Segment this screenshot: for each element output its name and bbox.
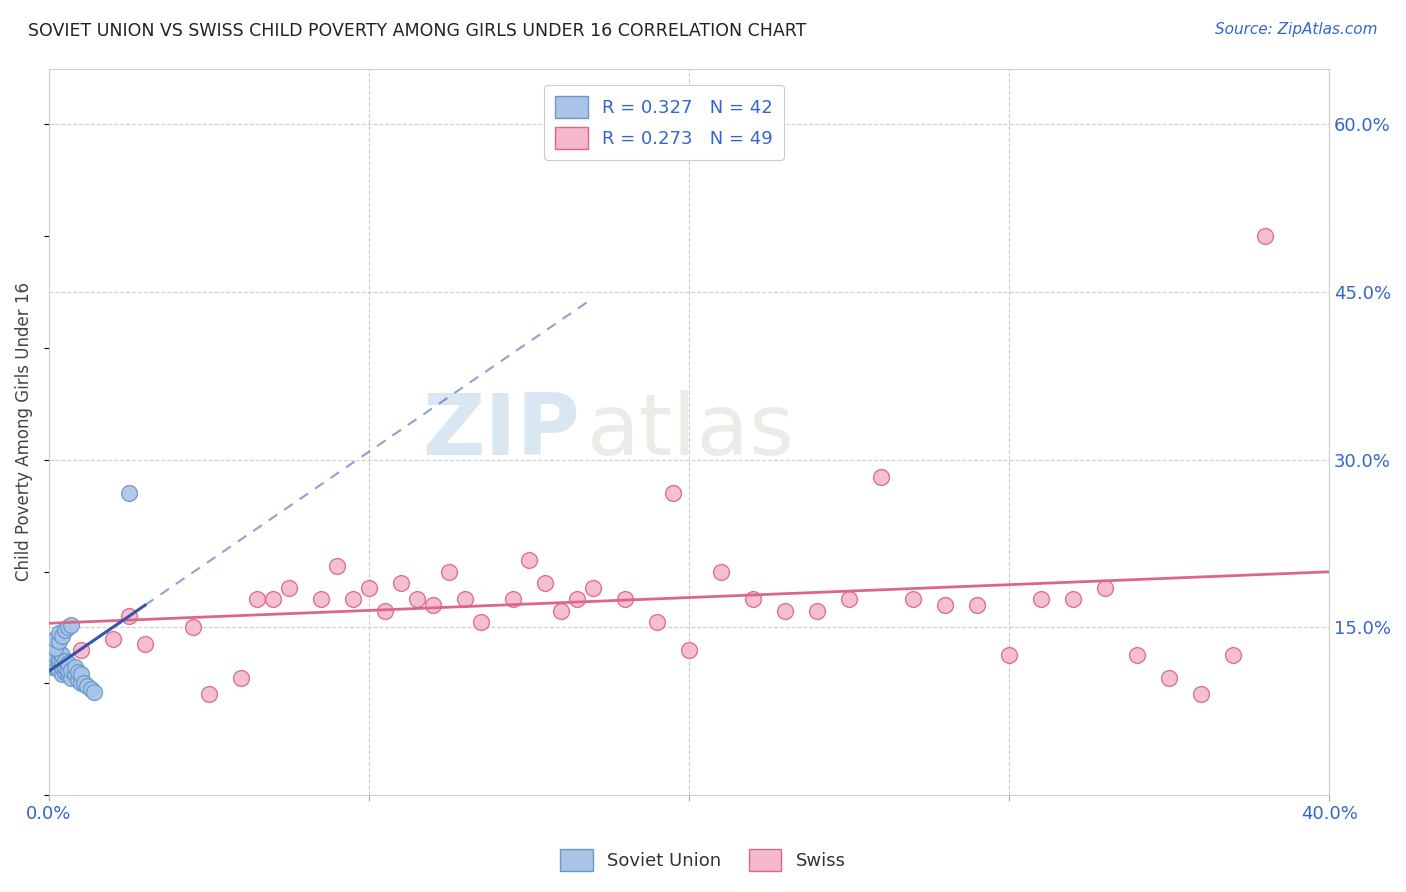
Point xyxy=(1094,582,1116,596)
Point xyxy=(48,663,70,677)
Point xyxy=(70,676,93,690)
Point xyxy=(678,642,700,657)
Point xyxy=(1157,671,1180,685)
Point xyxy=(470,615,492,629)
Point xyxy=(41,637,63,651)
Point xyxy=(48,626,70,640)
Point xyxy=(83,685,105,699)
Point xyxy=(998,648,1021,663)
Point xyxy=(56,667,79,681)
Point xyxy=(662,486,685,500)
Point xyxy=(517,553,540,567)
Point xyxy=(53,665,76,679)
Text: atlas: atlas xyxy=(586,391,794,474)
Point xyxy=(41,659,63,673)
Legend: Soviet Union, Swiss: Soviet Union, Swiss xyxy=(553,842,853,879)
Point xyxy=(645,615,668,629)
Point xyxy=(51,667,73,681)
Point xyxy=(454,592,477,607)
Text: Source: ZipAtlas.com: Source: ZipAtlas.com xyxy=(1215,22,1378,37)
Point xyxy=(44,632,66,646)
Point xyxy=(56,663,79,677)
Text: SOVIET UNION VS SWISS CHILD POVERTY AMONG GIRLS UNDER 16 CORRELATION CHART: SOVIET UNION VS SWISS CHILD POVERTY AMON… xyxy=(28,22,807,40)
Point xyxy=(60,671,83,685)
Point xyxy=(309,592,332,607)
Point xyxy=(550,604,572,618)
Point xyxy=(48,633,70,648)
Point xyxy=(181,620,204,634)
Point xyxy=(389,575,412,590)
Point xyxy=(278,582,301,596)
Point xyxy=(357,582,380,596)
Point xyxy=(63,667,86,681)
Point xyxy=(53,623,76,637)
Point xyxy=(56,656,79,670)
Point xyxy=(966,598,988,612)
Point xyxy=(326,558,349,573)
Point xyxy=(534,575,557,590)
Point xyxy=(44,659,66,673)
Point xyxy=(48,651,70,665)
Point xyxy=(48,656,70,670)
Point xyxy=(342,592,364,607)
Point xyxy=(44,651,66,665)
Point xyxy=(44,648,66,663)
Point xyxy=(70,642,93,657)
Point xyxy=(246,592,269,607)
Point xyxy=(773,604,796,618)
Point xyxy=(710,565,733,579)
Point xyxy=(60,618,83,632)
Point xyxy=(198,688,221,702)
Point xyxy=(41,654,63,668)
Point xyxy=(51,654,73,668)
Legend: R = 0.327   N = 42, R = 0.273   N = 49: R = 0.327 N = 42, R = 0.273 N = 49 xyxy=(544,85,783,160)
Point xyxy=(1062,592,1084,607)
Point xyxy=(565,592,588,607)
Point xyxy=(73,676,96,690)
Point xyxy=(806,604,828,618)
Point xyxy=(44,656,66,670)
Point xyxy=(374,604,396,618)
Point xyxy=(582,582,605,596)
Point xyxy=(614,592,637,607)
Point xyxy=(63,659,86,673)
Y-axis label: Child Poverty Among Girls Under 16: Child Poverty Among Girls Under 16 xyxy=(15,282,32,582)
Point xyxy=(437,565,460,579)
Point xyxy=(51,648,73,663)
Point xyxy=(44,640,66,655)
Point xyxy=(51,659,73,673)
Point xyxy=(53,659,76,673)
Point xyxy=(934,598,956,612)
Point xyxy=(53,654,76,668)
Point xyxy=(1029,592,1052,607)
Point xyxy=(134,637,156,651)
Point xyxy=(1126,648,1149,663)
Point xyxy=(76,679,98,693)
Point xyxy=(1189,688,1212,702)
Point xyxy=(1254,229,1277,244)
Point xyxy=(262,592,284,607)
Point xyxy=(422,598,444,612)
Point xyxy=(51,629,73,643)
Point xyxy=(79,681,101,696)
Point xyxy=(56,620,79,634)
Point xyxy=(66,665,89,679)
Point xyxy=(406,592,429,607)
Point xyxy=(870,469,893,483)
Point xyxy=(229,671,252,685)
Point xyxy=(838,592,860,607)
Text: ZIP: ZIP xyxy=(422,391,581,474)
Point xyxy=(742,592,765,607)
Point xyxy=(66,673,89,687)
Point xyxy=(502,592,524,607)
Point xyxy=(60,663,83,677)
Point xyxy=(48,645,70,659)
Point xyxy=(101,632,124,646)
Point xyxy=(901,592,924,607)
Point xyxy=(1222,648,1244,663)
Point xyxy=(118,486,141,500)
Point xyxy=(118,609,141,624)
Point xyxy=(70,667,93,681)
